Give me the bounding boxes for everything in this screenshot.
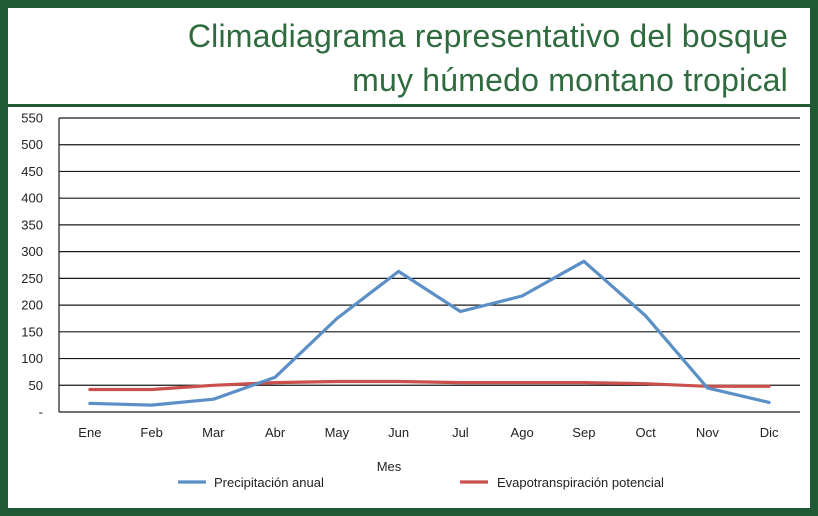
- x-tick-label: Ene: [78, 425, 101, 440]
- y-tick-label: 550: [21, 111, 43, 126]
- x-tick-label: Ago: [511, 425, 534, 440]
- grid-lines: [58, 117, 800, 413]
- data-point: [397, 380, 400, 383]
- x-axis-ticks: Ene Feb Mar Abr May Jun Jul Ago Sep Oct Nov Dic: [78, 425, 779, 440]
- data-point: [273, 381, 277, 384]
- data-point: [582, 260, 586, 263]
- legend: Precipitación anual Evapotranspiración po…: [178, 475, 664, 490]
- x-tick-label: Mar: [202, 425, 225, 440]
- y-tick-label: 350: [21, 217, 43, 232]
- data-point: [459, 381, 462, 384]
- data-point: [767, 401, 771, 404]
- chart-title-line1: Climadiagrama representativo del bosque: [187, 18, 788, 54]
- data-point: [273, 376, 277, 379]
- data-point: [520, 381, 524, 384]
- data-point: [459, 310, 462, 313]
- y-tick-label: 50: [29, 378, 43, 393]
- data-point: [644, 314, 647, 317]
- legend-label: Evapotranspiración potencial: [497, 475, 664, 490]
- title-divider: [8, 104, 810, 107]
- data-point: [520, 294, 524, 298]
- data-point: [150, 388, 153, 391]
- data-point: [150, 403, 153, 407]
- chart-title-line2: muy húmedo montano tropical: [352, 62, 788, 98]
- y-tick-label: 400: [21, 191, 43, 206]
- climate-chart: - 50 100 150 200 250 300 350 400 450 500 550 Ene Feb…: [21, 111, 800, 490]
- chart-title: Climadiagrama representativo del bosque …: [188, 14, 788, 102]
- x-tick-label: Dic: [760, 425, 779, 440]
- y-axis-ticks: - 50 100 150 200 250 300 350 400 450 500 550: [21, 111, 43, 420]
- x-tick-label: Abr: [265, 425, 286, 440]
- x-tick-label: Nov: [696, 425, 720, 440]
- data-point: [88, 388, 92, 391]
- data-point: [397, 270, 400, 273]
- data-point: [212, 384, 215, 387]
- data-point: [212, 397, 215, 401]
- x-tick-label: Feb: [140, 425, 162, 440]
- data-point: [767, 385, 771, 388]
- y-tick-label: 300: [21, 244, 43, 259]
- y-tick-label: 200: [21, 298, 43, 313]
- series-line-evapotranspiracion: [88, 379, 771, 392]
- x-tick-label: Jun: [388, 425, 409, 440]
- y-tick-label: 100: [21, 351, 43, 366]
- data-series: [88, 259, 771, 407]
- x-tick-label: Jul: [452, 425, 469, 440]
- y-tick-label: 150: [21, 324, 43, 339]
- x-axis-title: Mes: [377, 459, 402, 474]
- chart-frame: Climadiagrama representativo del bosque …: [8, 8, 810, 508]
- y-tick-label: 500: [21, 137, 43, 152]
- data-point: [88, 402, 92, 405]
- x-tick-label: May: [325, 425, 350, 440]
- y-tick-label: -: [39, 405, 43, 420]
- x-tick-label: Sep: [572, 425, 595, 440]
- data-point: [644, 382, 647, 385]
- y-tick-label: 450: [21, 164, 43, 179]
- y-tick-label: 250: [21, 271, 43, 286]
- data-point: [582, 381, 586, 384]
- data-point: [706, 386, 709, 390]
- data-point: [335, 380, 339, 383]
- x-tick-label: Oct: [636, 425, 657, 440]
- series-line-precipitacion: [88, 259, 771, 407]
- legend-label: Precipitación anual: [214, 475, 324, 490]
- data-point: [335, 317, 339, 320]
